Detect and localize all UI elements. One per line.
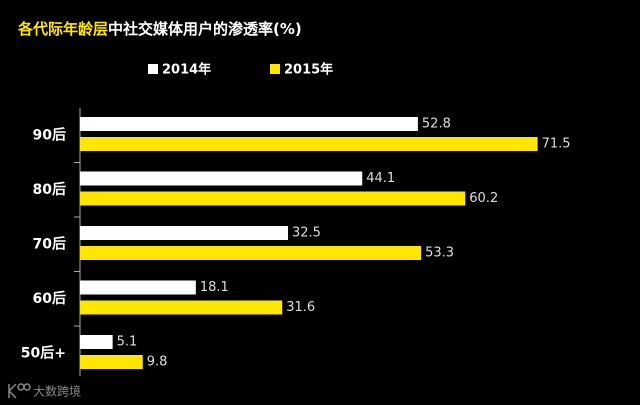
- chart-title: 各代际年龄层中社交媒体用户的渗透率(%): [17, 20, 302, 38]
- value-label: 18.1: [200, 280, 229, 295]
- title-highlight: 各代际年龄层: [17, 20, 108, 38]
- value-label: 31.6: [286, 300, 315, 315]
- value-label: 71.5: [542, 137, 571, 152]
- bar: [80, 117, 418, 131]
- y-tick-label: 60后: [33, 290, 66, 307]
- value-label: 60.2: [469, 191, 498, 206]
- watermark-logo: [8, 383, 31, 399]
- value-label: 44.1: [366, 171, 395, 186]
- legend-label: 2014年: [162, 62, 211, 78]
- watermark: 大数跨境: [33, 384, 81, 399]
- legend-swatch: [270, 64, 280, 74]
- bar: [80, 335, 113, 349]
- bar: [80, 300, 283, 315]
- value-label: 52.8: [422, 117, 451, 132]
- legend-label: 2015年: [284, 62, 333, 78]
- bar: [80, 246, 422, 260]
- value-label: 5.1: [117, 335, 138, 350]
- bar: [80, 191, 466, 206]
- value-label: 9.8: [147, 355, 168, 370]
- legend-swatch: [148, 64, 158, 74]
- bar: [80, 137, 538, 151]
- bar: [80, 226, 288, 240]
- y-tick-label: 70后: [33, 235, 66, 252]
- bar: [80, 355, 143, 369]
- bar: [80, 280, 196, 295]
- y-tick-label: 90后: [33, 126, 66, 143]
- y-tick-label: 80后: [33, 181, 66, 198]
- bar: [80, 171, 363, 186]
- value-label: 32.5: [292, 226, 321, 241]
- y-tick-label: 50后+: [21, 344, 66, 361]
- value-label: 53.3: [425, 246, 454, 261]
- title-rest: 中社交媒体用户的渗透率(%): [108, 20, 302, 38]
